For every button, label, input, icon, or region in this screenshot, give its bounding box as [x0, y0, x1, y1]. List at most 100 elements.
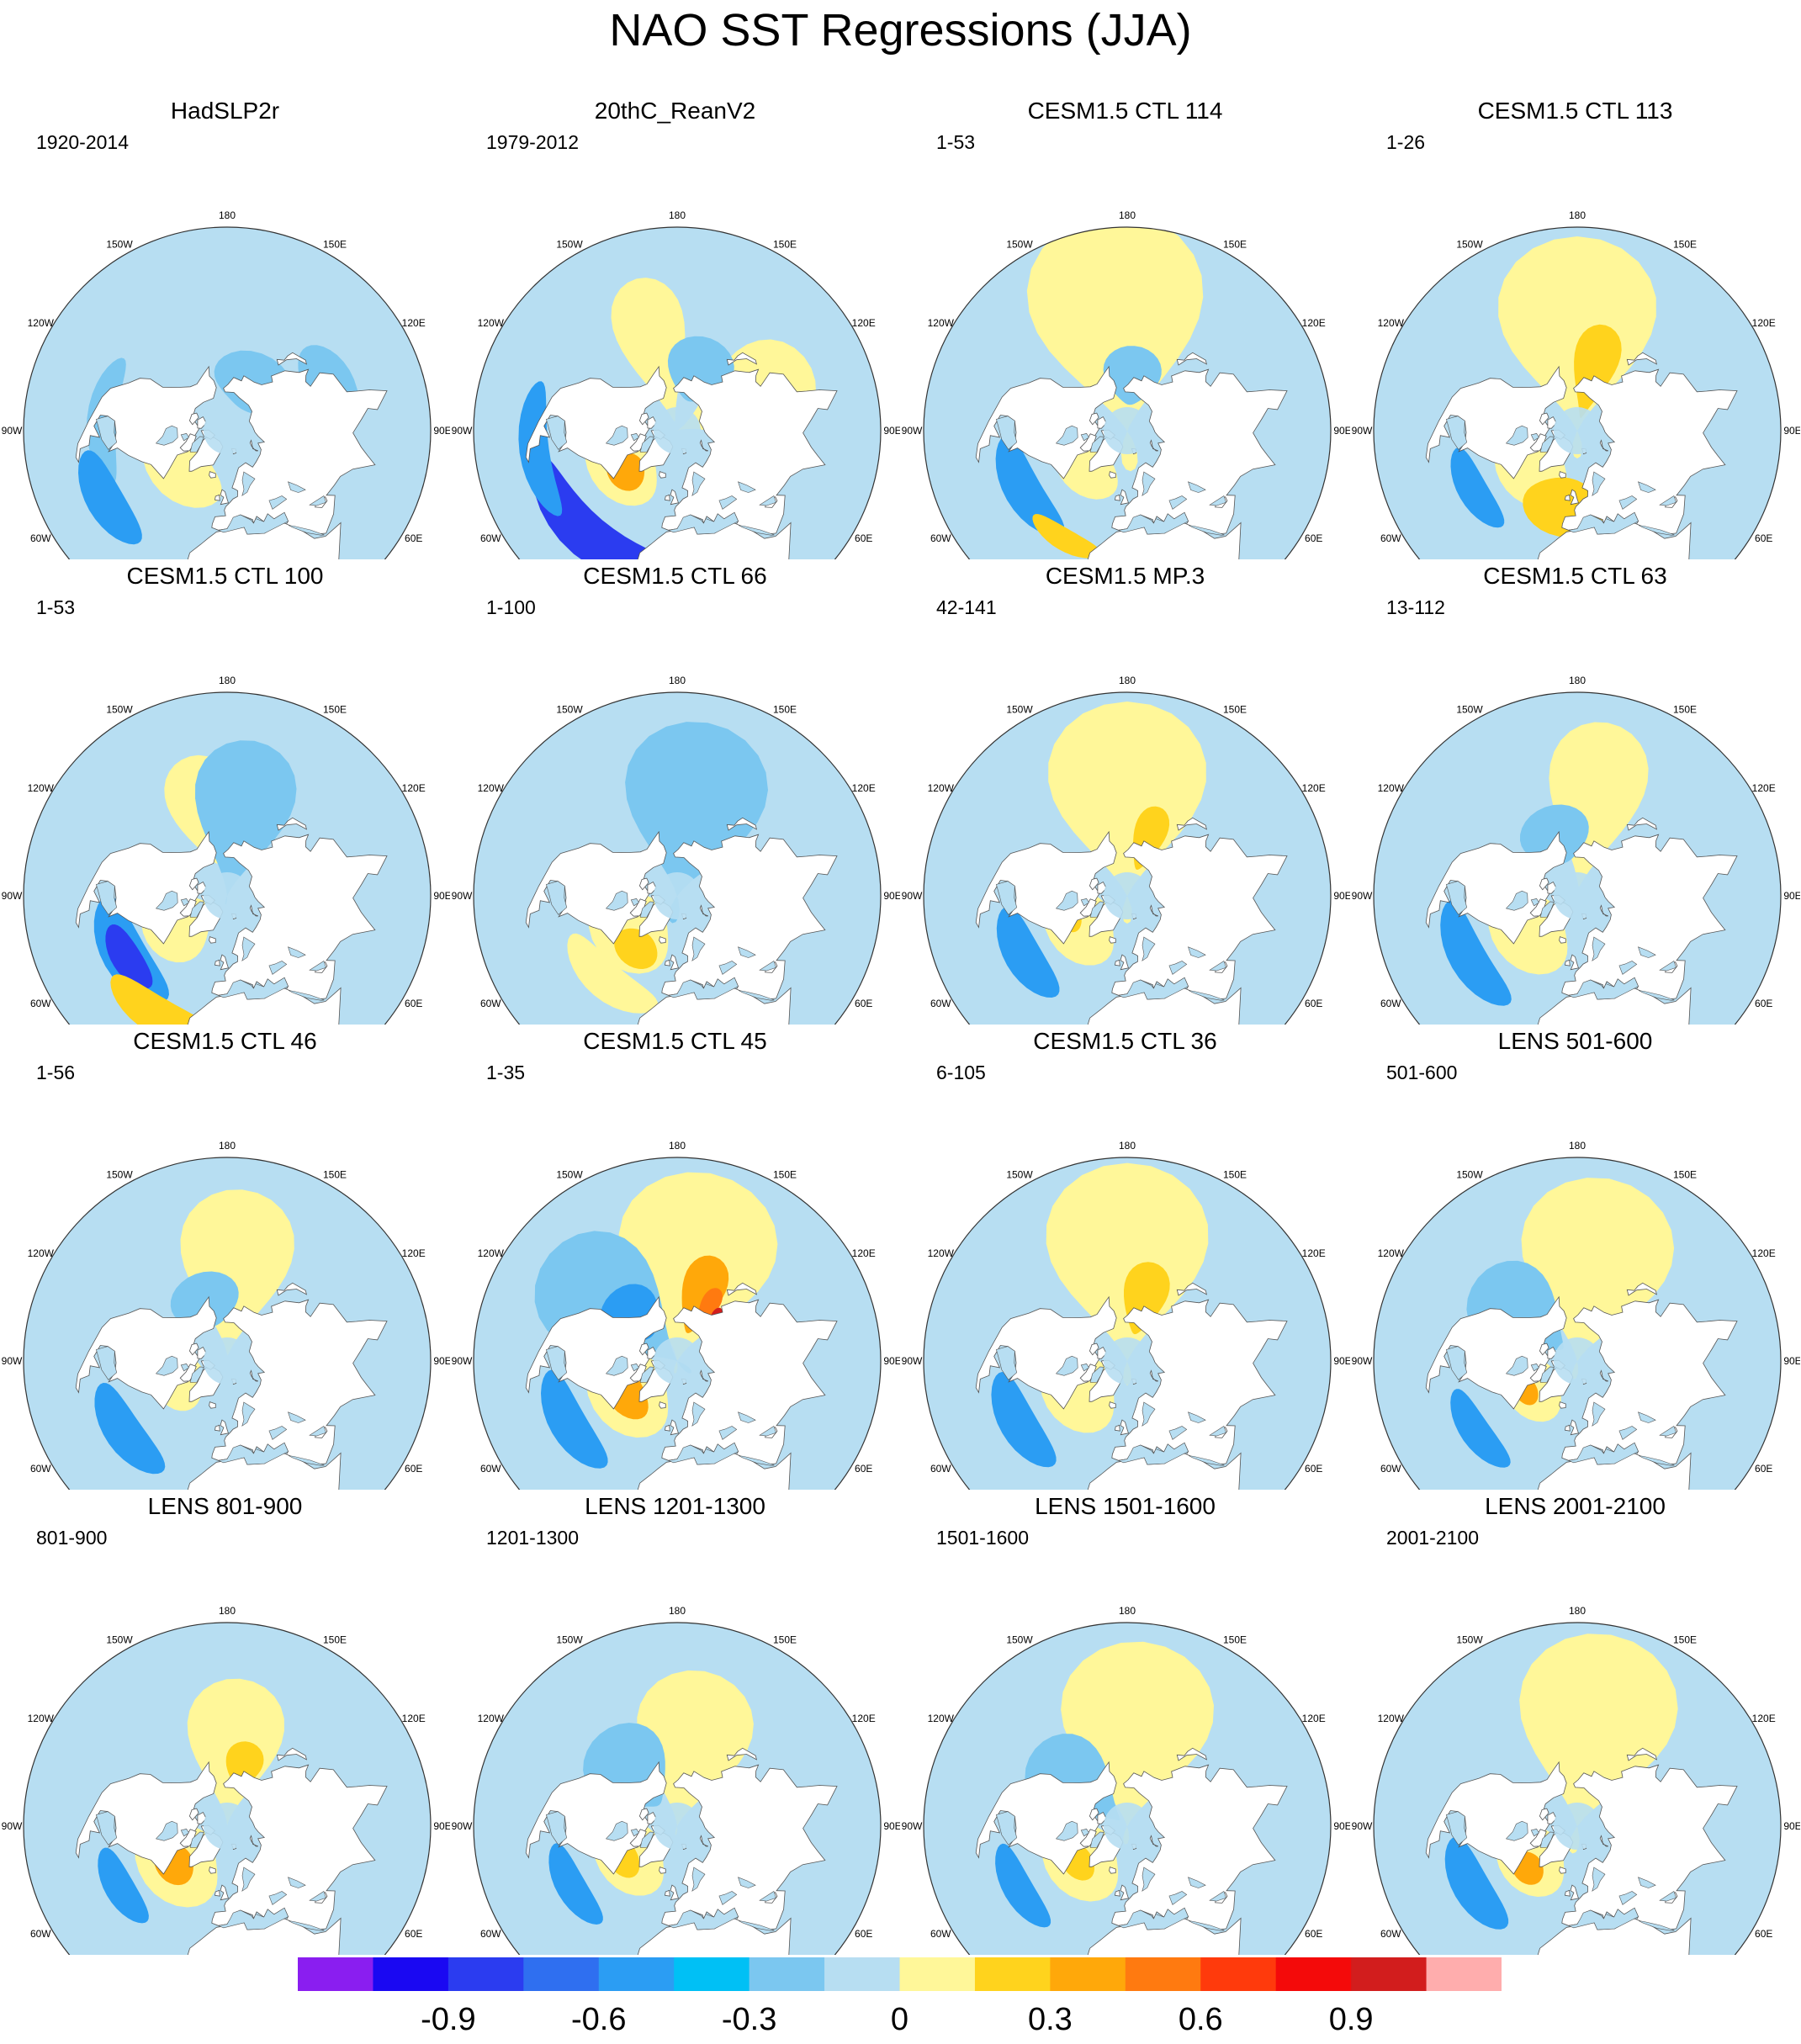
land-uk [220, 954, 230, 971]
sst-anomaly-region [1440, 900, 1512, 1006]
longitude-label: 180 [219, 209, 236, 221]
map-boundary [23, 691, 432, 1025]
sea-gulf-of-mexico [96, 1811, 118, 1845]
sea-baltic-sea [1142, 936, 1156, 961]
sea-gulf-of-mexico [996, 881, 1018, 915]
land-uk [1570, 489, 1580, 506]
longitude-label: 90E [883, 890, 900, 902]
longitude-label: 90W [902, 1355, 923, 1367]
sea-gulf-of-mexico [996, 1346, 1018, 1380]
longitude-label: 150W [106, 703, 133, 715]
sea-baffin-bay [639, 1366, 654, 1383]
sea-foxe-basin [180, 433, 189, 442]
sea-mediterranean [1567, 1442, 1639, 1465]
longitude-label: 120W [478, 1713, 505, 1724]
sea-baffin-bay [1539, 901, 1555, 918]
panel-title: 20thC_ReanV2 [594, 98, 756, 124]
polar-map: 180150E120E90E60E30E030W60W90W120W150W [902, 209, 1350, 559]
sea-caspian-sea [738, 1877, 756, 1888]
land-north-america [525, 1295, 667, 1410]
land-arctic-islands [1097, 881, 1107, 894]
sea-baltic-sea [1142, 1867, 1156, 1892]
longitude-label: 60W [480, 1928, 501, 1940]
sea-mediterranean [667, 977, 739, 1000]
sea-hudson-bay [1505, 1820, 1528, 1841]
land-japan [276, 817, 308, 831]
land-iceland [209, 471, 216, 479]
longitude-label: 90E [1333, 890, 1350, 902]
colorbar-tick-label: -0.9 [421, 2002, 476, 2037]
map-boundary [1373, 226, 1782, 559]
sea-foxe-basin [1530, 1829, 1539, 1837]
sea-gulf-of-mexico [996, 1811, 1018, 1845]
land-novaya-zemlya [249, 1835, 259, 1847]
longitude-label: 90E [1783, 425, 1800, 437]
longitude-label: 60W [30, 998, 51, 1009]
longitude-label: 150E [1223, 238, 1247, 250]
longitude-label: 120W [928, 782, 955, 794]
sea-black-sea [268, 1891, 288, 1905]
figure-title: NAO SST Regressions (JJA) [609, 5, 1192, 56]
land-japan [726, 1282, 758, 1296]
land-eurasia [1111, 368, 1288, 535]
longitude-label: 120E [402, 782, 426, 794]
polar-map: 180150E120E90E60E30E030W60W90W120W150W [902, 1140, 1350, 1490]
sea-mediterranean [1567, 511, 1639, 535]
sea-foxe-basin [180, 1829, 189, 1837]
sea-hudson-bay [1055, 1820, 1078, 1841]
longitude-label: 150W [556, 1168, 583, 1180]
map-boundary [923, 226, 1332, 559]
map-boundary [473, 226, 882, 559]
sea-persian-gulf [1209, 495, 1226, 506]
sea-caspian-sea [1188, 481, 1206, 493]
longitude-label: 90W [902, 890, 923, 902]
colorbar-tick-label: 0.9 [1328, 2002, 1374, 2037]
land-iceland [659, 1401, 666, 1409]
sea-hudson-bay [605, 1820, 628, 1841]
land-iceland [1559, 471, 1566, 479]
polar-map: 180150E120E90E60E30E030W60W90W120W150W [2, 675, 450, 1025]
panel-year-range: 1-100 [486, 596, 536, 618]
sea-mediterranean [1567, 977, 1639, 1000]
sea-caspian-sea [1638, 1411, 1656, 1423]
sea-foxe-basin [1080, 433, 1089, 442]
land-north-america [525, 365, 667, 479]
sea-baltic-sea [691, 471, 706, 496]
longitude-label: 120W [1378, 1247, 1405, 1259]
sea-baffin-bay [639, 901, 654, 918]
sea-mediterranean [217, 1907, 289, 1930]
longitude-label: 120W [928, 317, 955, 329]
longitude-label: 150E [323, 703, 347, 715]
land-uk [220, 1884, 230, 1901]
land-arctic-islands [1547, 881, 1557, 894]
longitude-label: 180 [1569, 209, 1586, 221]
sea-baltic-sea [1592, 471, 1606, 496]
panel-year-range: 501-600 [1386, 1062, 1458, 1083]
longitude-label: 90W [452, 890, 473, 902]
longitude-label: 60E [855, 1463, 872, 1475]
longitude-label: 60E [1305, 1928, 1322, 1940]
land-north-america [1425, 1761, 1567, 1875]
land-iceland [1109, 1867, 1116, 1874]
sst-anomaly-region [567, 933, 659, 1014]
sst-anomaly-region [195, 740, 297, 905]
land-uk [1120, 1884, 1130, 1901]
longitude-label: 60E [855, 532, 872, 544]
sea-black-sea [1618, 961, 1638, 975]
panel-year-range: 1201-1300 [486, 1527, 579, 1549]
land-novaya-zemlya [1599, 1835, 1609, 1847]
sea-hudson-bay [605, 890, 628, 911]
sea-gulf-of-mexico [1446, 881, 1468, 915]
sea-red-sea [1638, 1920, 1675, 1931]
longitude-label: 90W [902, 1820, 923, 1832]
longitude-label: 120W [1378, 1713, 1405, 1724]
sea-gulf-of-mexico [1446, 1346, 1468, 1380]
sea-hudson-bay [1505, 890, 1528, 911]
longitude-label: 90E [1783, 1820, 1800, 1832]
sea-foxe-basin [630, 1829, 639, 1837]
panel-year-range: 13-112 [1386, 596, 1445, 618]
land-japan [1176, 1747, 1208, 1761]
longitude-label: 90E [1783, 890, 1800, 902]
polar-map: 180150E120E90E60E30E030W60W90W120W150W [452, 209, 900, 559]
panel-title: CESM1.5 CTL 113 [1477, 98, 1673, 124]
